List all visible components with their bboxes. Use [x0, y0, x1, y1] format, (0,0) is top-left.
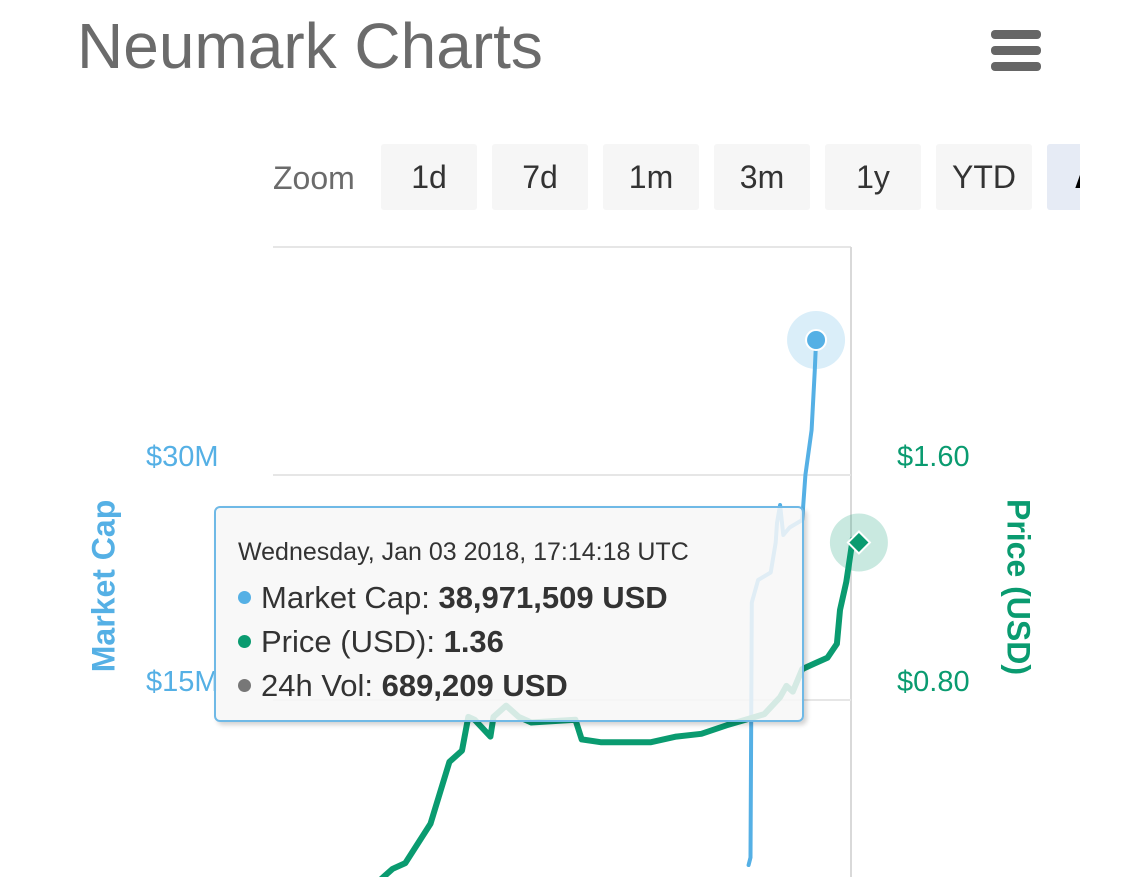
tooltip-row-price: Price (USD): 1.36 [238, 624, 504, 660]
left-axis-title: Market Cap [85, 499, 122, 673]
tooltip-label: Price (USD): [261, 624, 444, 659]
page-title: Neumark Charts [77, 10, 543, 82]
zoom-button-1d[interactable]: 1d [381, 144, 477, 210]
hamburger-menu-icon[interactable] [989, 27, 1045, 75]
market-cap-hover-marker [805, 329, 828, 351]
menu-bar [991, 62, 1041, 71]
price-line [378, 536, 862, 877]
series-dot-icon [238, 679, 251, 693]
tooltip-row-market-cap: Market Cap: 38,971,509 USD [238, 580, 668, 616]
price-hover-marker [846, 530, 872, 555]
marker-layer [787, 311, 888, 572]
zoom-label: Zoom [273, 160, 355, 196]
series-dot-icon [238, 591, 251, 605]
chart-tooltip: Wednesday, Jan 03 2018, 17:14:18 UTC Mar… [214, 506, 804, 722]
tooltip-label: Market Cap: [261, 580, 439, 615]
zoom-button-all[interactable]: All [1047, 144, 1080, 210]
tooltip-value: 689,209 USD [381, 668, 568, 703]
zoom-button-group: 1d 7d 1m 3m 1y YTD All [381, 144, 1080, 210]
menu-bar [991, 30, 1041, 39]
tooltip-date: Wednesday, Jan 03 2018, 17:14:18 UTC [238, 538, 689, 566]
zoom-button-ytd[interactable]: YTD [936, 144, 1032, 210]
left-axis-tick: $15M [146, 666, 219, 698]
tooltip-value: 38,971,509 USD [438, 580, 668, 615]
zoom-button-7d[interactable]: 7d [492, 144, 588, 210]
zoom-button-1m[interactable]: 1m [603, 144, 699, 210]
tooltip-label: 24h Vol: [261, 668, 382, 703]
menu-bar [991, 46, 1041, 55]
series-dot-icon [238, 635, 251, 649]
right-axis-tick: $0.80 [897, 666, 970, 698]
tooltip-row-volume: 24h Vol: 689,209 USD [238, 668, 568, 704]
right-axis-tick: $1.60 [897, 441, 970, 473]
zoom-button-1y[interactable]: 1y [825, 144, 921, 210]
tooltip-value: 1.36 [443, 624, 504, 659]
left-axis-tick: $30M [146, 441, 219, 473]
right-axis-title: Price (USD) [1000, 498, 1037, 676]
zoom-button-3m[interactable]: 3m [714, 144, 810, 210]
